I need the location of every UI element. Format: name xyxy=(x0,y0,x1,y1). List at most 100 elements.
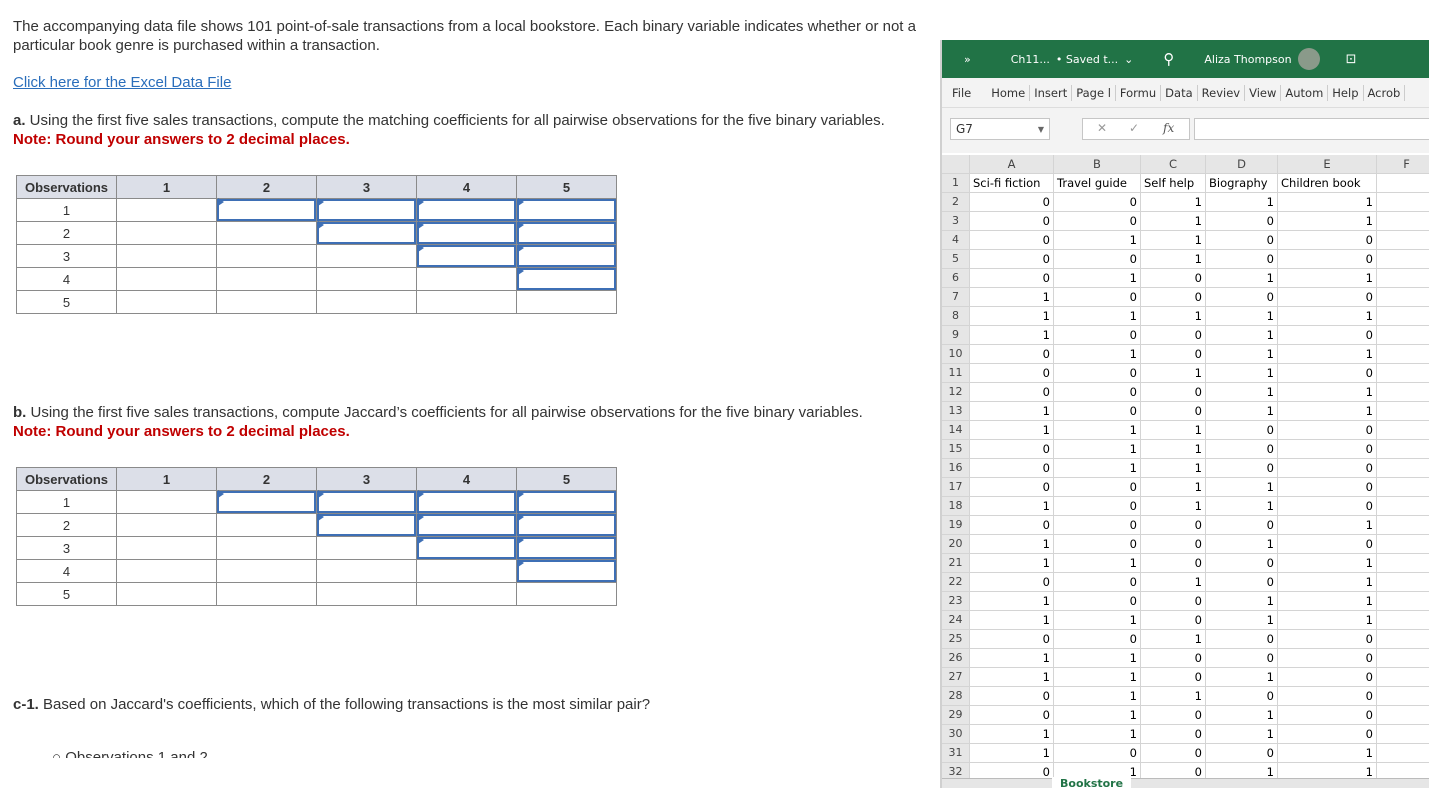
cell[interactable]: 0 xyxy=(1278,459,1377,478)
cell[interactable]: 1 xyxy=(1278,592,1377,611)
row-number[interactable]: 3 xyxy=(942,212,970,231)
cell[interactable]: 0 xyxy=(1141,345,1206,364)
cell[interactable]: 1 xyxy=(1278,345,1377,364)
cell[interactable]: 1 xyxy=(1141,250,1206,269)
cell[interactable]: 1 xyxy=(1054,307,1141,326)
cell[interactable]: 1 xyxy=(1054,611,1141,630)
chevron-down-icon[interactable]: ⌄ xyxy=(1124,52,1134,66)
cell[interactable]: 0 xyxy=(1054,516,1141,535)
cell[interactable] xyxy=(1377,212,1429,231)
row-number[interactable]: 16 xyxy=(942,459,970,478)
cell[interactable]: 0 xyxy=(1141,554,1206,573)
cell[interactable] xyxy=(1377,535,1429,554)
cell[interactable]: 0 xyxy=(1278,725,1377,744)
option-observations-1-2[interactable]: ○ Observations 1 and 2 xyxy=(52,750,208,758)
cell[interactable]: 1 xyxy=(1141,231,1206,250)
cell[interactable] xyxy=(1377,706,1429,725)
ribbon-tab[interactable]: File xyxy=(952,85,972,100)
cell[interactable]: 0 xyxy=(1141,668,1206,687)
cell[interactable]: 0 xyxy=(1278,478,1377,497)
cell[interactable]: 1 xyxy=(970,288,1054,307)
cell[interactable]: 0 xyxy=(1206,421,1278,440)
cell[interactable]: 1 xyxy=(1206,668,1278,687)
cell[interactable]: 0 xyxy=(970,440,1054,459)
cell[interactable]: 1 xyxy=(1141,459,1206,478)
cell[interactable]: 0 xyxy=(970,364,1054,383)
cell[interactable]: 0 xyxy=(1206,212,1278,231)
row-number[interactable]: 18 xyxy=(942,497,970,516)
cell[interactable]: 0 xyxy=(1206,288,1278,307)
cell[interactable]: 0 xyxy=(1054,592,1141,611)
save-status[interactable]: • Saved t... xyxy=(1055,52,1119,66)
cell[interactable]: 0 xyxy=(1206,554,1278,573)
coefficient-input[interactable] xyxy=(417,491,516,513)
cell[interactable] xyxy=(1377,668,1429,687)
cell[interactable]: 0 xyxy=(1054,212,1141,231)
row-number[interactable]: 8 xyxy=(942,307,970,326)
cell[interactable] xyxy=(1377,611,1429,630)
cell[interactable]: 0 xyxy=(1054,402,1141,421)
cell[interactable]: 0 xyxy=(1054,478,1141,497)
cell[interactable]: 1 xyxy=(1141,630,1206,649)
cell[interactable]: 0 xyxy=(970,193,1054,212)
ribbon-tab[interactable]: Acrob xyxy=(1364,84,1406,101)
cell[interactable]: 1 xyxy=(1206,383,1278,402)
cell[interactable]: 1 xyxy=(1054,554,1141,573)
row-number[interactable]: 23 xyxy=(942,592,970,611)
cell[interactable]: 1 xyxy=(970,592,1054,611)
cell[interactable]: 1 xyxy=(1206,402,1278,421)
cell[interactable]: 1 xyxy=(970,744,1054,763)
ribbon-tab[interactable]: Formu xyxy=(1116,84,1162,101)
row-number[interactable]: 17 xyxy=(942,478,970,497)
row-number[interactable]: 9 xyxy=(942,326,970,345)
cell[interactable]: 1 xyxy=(1278,611,1377,630)
ribbon-tab[interactable]: View xyxy=(1245,84,1282,101)
cell[interactable]: 1 xyxy=(1054,668,1141,687)
header-cell[interactable]: Children book xyxy=(1278,174,1377,193)
cell[interactable]: 0 xyxy=(1206,687,1278,706)
cell[interactable] xyxy=(1377,288,1429,307)
row-number[interactable]: 11 xyxy=(942,364,970,383)
cell[interactable]: 0 xyxy=(1206,440,1278,459)
cell[interactable]: 0 xyxy=(1141,725,1206,744)
cell[interactable]: 0 xyxy=(1206,516,1278,535)
cell[interactable] xyxy=(1377,687,1429,706)
cell[interactable]: 1 xyxy=(1278,307,1377,326)
cell[interactable]: 1 xyxy=(970,497,1054,516)
cell[interactable] xyxy=(1377,364,1429,383)
cell[interactable] xyxy=(1377,269,1429,288)
cell[interactable]: 0 xyxy=(1054,535,1141,554)
cell[interactable] xyxy=(1377,592,1429,611)
cell[interactable]: 0 xyxy=(1278,668,1377,687)
cell[interactable]: 0 xyxy=(970,706,1054,725)
cell[interactable]: 0 xyxy=(1141,649,1206,668)
cell[interactable] xyxy=(1377,744,1429,763)
cell[interactable]: 1 xyxy=(970,326,1054,345)
cell[interactable]: 1 xyxy=(1141,478,1206,497)
cell[interactable]: 0 xyxy=(1054,744,1141,763)
cell[interactable]: 1 xyxy=(1206,725,1278,744)
cell[interactable]: 0 xyxy=(1278,326,1377,345)
cell[interactable]: 1 xyxy=(1054,269,1141,288)
row-number[interactable]: 1 xyxy=(942,174,970,193)
cell[interactable] xyxy=(1377,402,1429,421)
row-number[interactable]: 28 xyxy=(942,687,970,706)
cell[interactable]: 0 xyxy=(970,269,1054,288)
row-number[interactable]: 10 xyxy=(942,345,970,364)
cell[interactable]: 0 xyxy=(1206,250,1278,269)
row-number[interactable]: 27 xyxy=(942,668,970,687)
cell[interactable]: 0 xyxy=(1054,193,1141,212)
cell[interactable]: 0 xyxy=(1278,630,1377,649)
cell[interactable] xyxy=(1377,193,1429,212)
row-number[interactable]: 24 xyxy=(942,611,970,630)
cell[interactable]: 1 xyxy=(1141,421,1206,440)
cell[interactable]: 0 xyxy=(970,345,1054,364)
cell[interactable]: 1 xyxy=(970,554,1054,573)
function-icon[interactable]: fx xyxy=(1163,121,1175,135)
cell[interactable]: 1 xyxy=(1278,212,1377,231)
cell[interactable]: 1 xyxy=(1054,421,1141,440)
coefficient-input[interactable] xyxy=(517,514,616,536)
coefficient-input[interactable] xyxy=(517,268,616,290)
cell[interactable] xyxy=(1377,345,1429,364)
row-number[interactable]: 6 xyxy=(942,269,970,288)
